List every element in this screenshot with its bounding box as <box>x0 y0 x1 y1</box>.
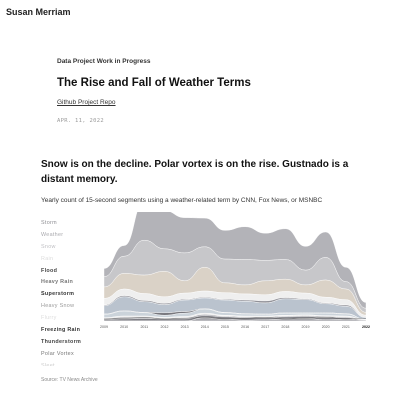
area-polar-vortex[interactable] <box>104 317 367 322</box>
legend-item[interactable]: Snow <box>41 243 56 250</box>
x-tick-label[interactable]: 2015 <box>221 325 229 329</box>
github-repo-link[interactable]: Github Project Repo <box>57 99 116 106</box>
legend-item[interactable]: Storm <box>41 220 57 226</box>
legend-item[interactable]: Weather <box>41 231 64 238</box>
x-tick-label[interactable]: 2013 <box>181 325 189 329</box>
x-tick-label[interactable]: 2012 <box>160 325 168 329</box>
legend-item[interactable]: Superstorm <box>41 291 75 298</box>
x-tick-label[interactable]: 2014 <box>201 325 209 329</box>
x-tick-label[interactable]: 2018 <box>281 325 289 329</box>
legend-item[interactable]: Polar Vortex <box>41 350 74 357</box>
x-tick-label[interactable]: 2022 <box>362 325 370 329</box>
chart-headline: Snow is on the decline. Polar vortex is … <box>41 159 349 185</box>
article-eyebrow: Data Project Work in Progress <box>57 58 151 65</box>
x-tick-label[interactable]: 2009 <box>100 325 108 329</box>
x-tick-label[interactable]: 2020 <box>322 325 330 329</box>
x-tick-label[interactable]: 2021 <box>342 325 350 329</box>
baseline-accent-line <box>103 317 367 320</box>
publish-date: APR. 11, 2022 <box>57 118 104 124</box>
legend-item[interactable]: Heavy Snow <box>41 303 75 310</box>
legend-item[interactable]: Heavy Rain <box>41 279 74 286</box>
legend-item[interactable]: Sleet <box>41 362 55 366</box>
chart-source: Source: TV News Archive <box>41 377 98 383</box>
legend-item[interactable]: Flood <box>41 267 58 274</box>
legend-item[interactable]: Flurry <box>41 315 57 322</box>
chart-subtitle: Yearly count of 15-second segments using… <box>41 197 323 204</box>
x-tick-label[interactable]: 2010 <box>120 325 128 329</box>
page-title: The Rise and Fall of Weather Terms <box>57 77 251 89</box>
legend-item[interactable]: Freezing Rain <box>41 327 81 334</box>
x-tick-label[interactable]: 2017 <box>261 325 269 329</box>
series-legend: Storm Weather Snow Rain Flood Heavy Rain Super… <box>41 218 81 366</box>
legend-item[interactable]: Rain <box>41 255 54 262</box>
streamgraph-chart: 2009 2010 2011 2012 2013 2014 2015 2016 2017 2018… <box>100 212 370 329</box>
x-tick-label[interactable]: 2011 <box>140 325 148 329</box>
x-tick-label[interactable]: 2016 <box>241 325 249 329</box>
legend-item[interactable]: Thunderstorm <box>41 338 82 345</box>
x-tick-label[interactable]: 2019 <box>302 325 310 329</box>
site-name[interactable]: Susan Merriam <box>6 7 71 17</box>
